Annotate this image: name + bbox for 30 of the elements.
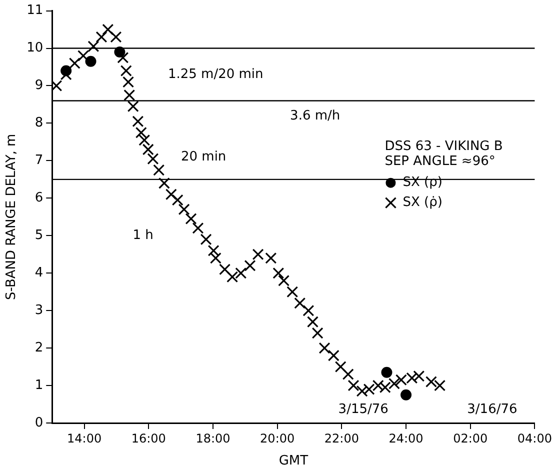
x-tick-label: 24:00 <box>388 431 424 446</box>
annotation: 20 min <box>180 150 226 165</box>
annotation: 1 h <box>132 228 154 243</box>
legend-title: DSS 63 - VIKING B SEP ANGLE ≈96° <box>384 139 503 170</box>
y-tick-label: 10 <box>26 40 44 56</box>
x-tick-label: 20:00 <box>260 431 295 446</box>
y-tick-label: 6 <box>34 190 44 206</box>
annotation: 3.6 m/h <box>290 108 340 124</box>
x-tick-label: 04:00 <box>517 431 552 446</box>
y-tick-label: 3 <box>34 302 44 318</box>
annotation: 3/15/76 <box>338 402 388 418</box>
y-axis-title: S-BAND RANGE DELAY, m <box>4 134 20 300</box>
annotation: 3/16/76 <box>467 402 518 418</box>
x-tick-label: 22:00 <box>324 431 359 446</box>
y-tick-label: 2 <box>34 340 44 356</box>
annotation: 1.25 m/20 min <box>168 67 264 82</box>
x-tick-label: 18:00 <box>196 431 230 446</box>
y-tick-label: 4 <box>34 265 44 280</box>
y-tick-label: 0 <box>34 415 44 430</box>
x-tick-label: 14:00 <box>67 431 102 446</box>
x-tick-label: 16:00 <box>131 431 166 446</box>
y-tick-label: 7 <box>34 153 44 168</box>
legend-label: SX (ρ̇) <box>402 195 442 210</box>
y-tick-label: 1 <box>34 378 44 393</box>
x-axis-title: GMT <box>278 454 308 469</box>
y-tick-label: 5 <box>34 228 44 244</box>
y-tick-label: 11 <box>26 3 44 18</box>
x-tick-label: 02:00 <box>453 431 488 446</box>
y-tick-label: 9 <box>34 78 44 94</box>
y-tick-label: 8 <box>34 116 44 131</box>
